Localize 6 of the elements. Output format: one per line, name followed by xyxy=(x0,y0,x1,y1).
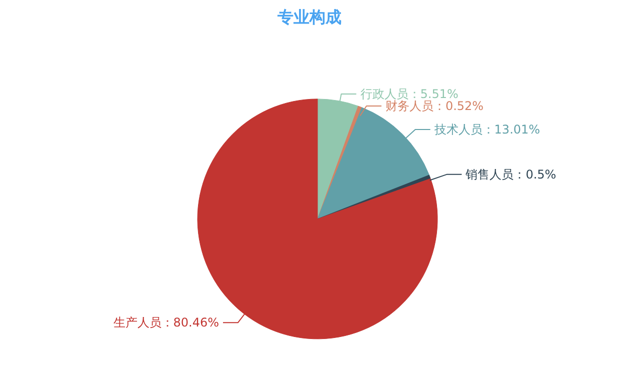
chart-title: 专业构成 xyxy=(276,8,342,26)
slice-label: 技术人员：13.01% xyxy=(433,122,540,136)
slice-label: 生产人员：80.46% xyxy=(113,316,220,330)
slice-label: 行政人员：5.51% xyxy=(360,87,458,102)
slice-label: 财务人员：0.52% xyxy=(385,98,484,113)
slice-label: 销售人员：0.5% xyxy=(464,167,556,182)
